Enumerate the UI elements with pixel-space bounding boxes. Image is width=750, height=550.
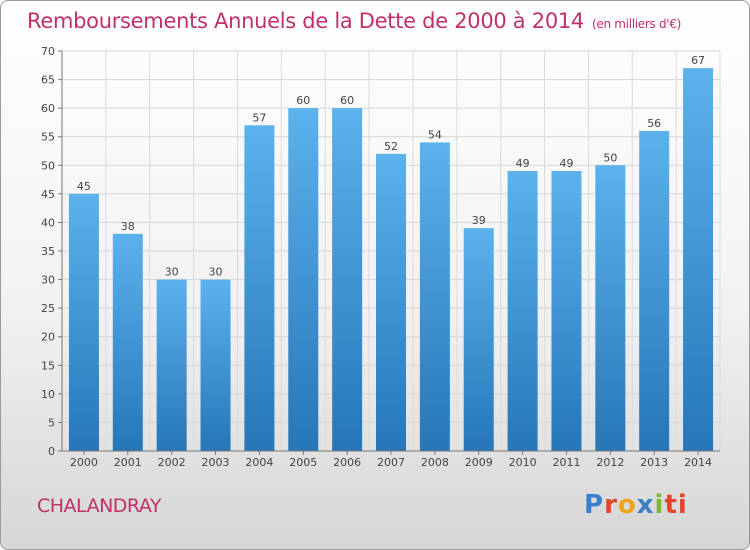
x-tick-label-2005: 2005 xyxy=(289,456,317,469)
logo-letters-ti: ti xyxy=(664,490,688,520)
x-tick-label-2013: 2013 xyxy=(640,456,668,469)
x-tick-label-2014: 2014 xyxy=(684,456,712,469)
y-tick-label: 10 xyxy=(41,388,55,401)
y-tick-label: 5 xyxy=(48,416,55,429)
data-label-2010: 49 xyxy=(516,157,530,170)
x-tick-label-2006: 2006 xyxy=(333,456,361,469)
y-tick-label: 0 xyxy=(48,445,55,458)
x-tick-label-2010: 2010 xyxy=(509,456,537,469)
x-tick-label-2011: 2011 xyxy=(552,456,580,469)
chart-subtitle: (en milliers d'€) xyxy=(592,17,682,31)
y-tick-label: 65 xyxy=(41,74,55,87)
logo-letter-i: i xyxy=(654,490,665,520)
x-tick-label-2001: 2001 xyxy=(114,456,142,469)
bar-2011 xyxy=(551,171,582,451)
logo-letter-o: o xyxy=(617,490,637,520)
x-tick-label-2004: 2004 xyxy=(245,456,273,469)
data-label-2014: 67 xyxy=(691,54,705,67)
y-tick-label: 15 xyxy=(41,359,55,372)
logo-letter-x: x xyxy=(636,490,655,520)
x-tick-label-2000: 2000 xyxy=(70,456,98,469)
y-tick-label: 35 xyxy=(41,245,55,258)
y-tick-label: 45 xyxy=(41,188,55,201)
bar-2005 xyxy=(288,108,319,452)
bar-2010 xyxy=(507,171,538,451)
data-label-2002: 30 xyxy=(165,266,179,279)
bar-2012 xyxy=(595,165,626,452)
bar-2007 xyxy=(376,153,406,451)
bars xyxy=(68,68,714,452)
data-label-2006: 60 xyxy=(340,94,354,107)
x-tick-label-2007: 2007 xyxy=(377,456,405,469)
logo-letter-r: r xyxy=(604,490,618,520)
data-label-2003: 30 xyxy=(209,266,223,279)
data-label-2005: 60 xyxy=(296,94,310,107)
bar-2002 xyxy=(156,279,187,451)
y-tick-label: 50 xyxy=(41,159,55,172)
chart-title: Remboursements Annuels de la Dette de 20… xyxy=(27,9,681,33)
data-label-2001: 38 xyxy=(121,220,135,233)
y-tick-label: 40 xyxy=(41,216,55,229)
y-tick-label: 20 xyxy=(41,331,55,344)
data-label-2008: 54 xyxy=(428,128,442,141)
data-label-2009: 39 xyxy=(472,214,486,227)
x-tick-label-2008: 2008 xyxy=(421,456,449,469)
bar-2001 xyxy=(112,233,143,451)
data-label-2011: 49 xyxy=(559,157,573,170)
bar-2008 xyxy=(419,142,450,451)
bar-2004 xyxy=(244,125,275,452)
axes: 0 5 10 15 20 25 30 35 40 45 50 55 60 65 70 2000 2001 2002… xyxy=(41,45,720,469)
data-label-2012: 50 xyxy=(603,151,617,164)
bar-2014 xyxy=(683,68,714,452)
bar-2009 xyxy=(463,228,494,451)
bar-2000 xyxy=(68,193,99,451)
chart-title-text: Remboursements Annuels de la Dette de 20… xyxy=(27,9,584,33)
data-labels: 45 38 30 30 57 60 60 52 54 39 49 49 50 56 67 xyxy=(77,54,705,278)
logo-letter-p: P xyxy=(584,490,605,520)
y-tick-label: 25 xyxy=(41,302,55,315)
y-tick-label: 60 xyxy=(41,102,55,115)
x-tick-label-2009: 2009 xyxy=(465,456,493,469)
x-tick-label-2012: 2012 xyxy=(596,456,624,469)
y-tick-label: 70 xyxy=(41,45,55,58)
bar-2006 xyxy=(332,108,363,452)
data-label-2000: 45 xyxy=(77,180,91,193)
x-tick-label-2002: 2002 xyxy=(158,456,186,469)
bar-2003 xyxy=(200,279,231,451)
commune-name: CHALANDRAY xyxy=(37,495,161,517)
data-label-2007: 52 xyxy=(384,140,398,153)
proxiti-logo: Proxiti xyxy=(584,490,688,520)
x-tick-label-2003: 2003 xyxy=(202,456,230,469)
y-tick-label: 30 xyxy=(41,274,55,287)
data-label-2004: 57 xyxy=(252,111,266,124)
y-tick-label: 55 xyxy=(41,131,55,144)
bar-2013 xyxy=(639,131,670,451)
data-label-2013: 56 xyxy=(647,117,661,130)
